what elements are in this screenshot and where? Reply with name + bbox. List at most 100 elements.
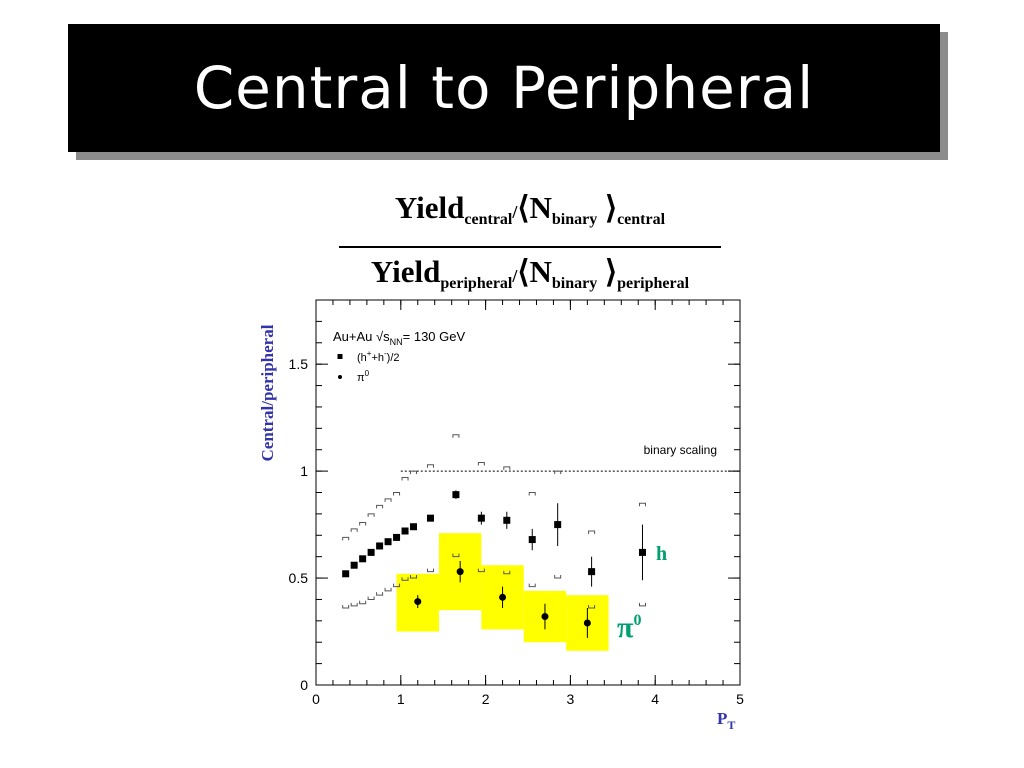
legend-hadrons-sup-a: + xyxy=(367,349,372,358)
hadron-systematic-brackets xyxy=(342,434,646,609)
denominator-bracket: ⟩ xyxy=(597,254,618,289)
hadron-point xyxy=(528,536,536,544)
denominator-bracket-sub: peripheral xyxy=(617,275,690,292)
systematic-bracket-lower xyxy=(426,568,434,573)
legend-square-marker xyxy=(337,354,343,359)
formula-fraction-bar xyxy=(339,246,721,248)
x-axis-label: PT xyxy=(717,709,735,732)
legend-hadrons-c: )/2 xyxy=(387,352,400,364)
systematic-bracket-lower xyxy=(393,583,401,588)
legend: Au+Au √sNN= 130 GeV (h++h-)/2 π0 xyxy=(333,329,465,384)
numerator-bracket: ⟩ xyxy=(597,190,618,225)
systematic-bracket-lower xyxy=(452,553,460,558)
binary-scaling-label: binary scaling xyxy=(644,443,717,457)
pi0-annotation: π0 xyxy=(617,611,641,644)
y-tick-label: 0 xyxy=(300,677,308,693)
hadron-point xyxy=(477,514,485,522)
hadron-point xyxy=(384,538,392,546)
hadron-point xyxy=(350,561,358,569)
legend-header: Au+Au √sNN= 130 GeV xyxy=(333,329,465,347)
x-tick-label: 2 xyxy=(482,691,490,707)
systematic-bracket-lower xyxy=(350,602,358,607)
systematic-bracket-lower xyxy=(359,600,367,605)
hadron-point xyxy=(342,570,350,578)
x-tick-label: 0 xyxy=(312,691,320,707)
pi0-point xyxy=(456,568,464,576)
systematic-bracket-upper xyxy=(376,504,384,509)
tick-labels: 0 1 2 3 4 5 0 0.5 1 1.5 xyxy=(289,356,745,707)
systematic-bracket-lower xyxy=(342,605,350,609)
hadron-point xyxy=(367,548,375,556)
numerator-yield-sub: central xyxy=(464,211,513,228)
x-tick-label: 5 xyxy=(736,691,744,707)
pi0-point xyxy=(541,613,549,621)
systematic-bracket-upper xyxy=(342,536,350,541)
systematic-bracket-upper xyxy=(350,528,358,532)
legend-entry-pi0: π0 xyxy=(357,369,370,384)
pi0-point xyxy=(583,619,591,627)
denominator-yield-sub: peripheral xyxy=(440,275,513,292)
legend-hadrons-sup-b: - xyxy=(384,349,387,358)
formula-denominator: Yieldperipheral/⟨Nbinary ⟩peripheral xyxy=(300,252,760,304)
systematic-bracket-upper xyxy=(452,434,460,438)
numerator-nbinary: ⟨N xyxy=(517,190,552,225)
systematic-bracket-lower xyxy=(367,596,375,600)
data-points xyxy=(342,491,646,627)
systematic-bracket-lower xyxy=(477,568,485,573)
y-tick-label: 0.5 xyxy=(289,570,309,586)
legend-header-prefix: Au+Au √s xyxy=(333,329,390,344)
pi0-annotation-symbol: π xyxy=(617,611,634,644)
numerator-yield: Yield xyxy=(394,190,465,225)
denominator-nbinary: ⟨N xyxy=(517,254,552,289)
hadron-point xyxy=(359,555,367,563)
systematic-bracket-upper xyxy=(359,521,367,526)
systematic-bracket-lower xyxy=(384,587,392,592)
systematic-bracket-upper xyxy=(528,492,536,496)
hadron-point xyxy=(554,521,562,529)
ratio-formula: Yieldcentral/⟨Nbinary ⟩central Yieldperi… xyxy=(300,188,760,304)
systematic-bracket-upper xyxy=(384,498,392,502)
denominator-slash: / xyxy=(512,266,518,286)
hadron-point xyxy=(588,568,596,576)
systematic-bracket-lower xyxy=(401,577,409,581)
systematic-bracket-lower xyxy=(503,570,511,575)
hadron-point xyxy=(638,548,646,556)
hadron-point xyxy=(401,527,409,535)
legend-entry-hadrons: (h++h-)/2 xyxy=(357,349,400,364)
hadron-point xyxy=(376,542,384,550)
hadron-annotation: h xyxy=(656,543,667,565)
hadron-point xyxy=(410,523,418,531)
systematic-bracket-upper xyxy=(638,502,646,507)
legend-pi0-a: π xyxy=(357,372,365,384)
x-tick-label: 3 xyxy=(567,691,575,707)
systematic-bracket-upper xyxy=(410,470,418,475)
y-tick-label: 1.5 xyxy=(289,356,309,372)
legend-hadrons-a: (h xyxy=(357,352,367,364)
hadron-point xyxy=(426,514,434,522)
denominator-nbinary-sub: binary xyxy=(551,275,598,292)
systematic-bracket-upper xyxy=(426,464,434,468)
systematic-bracket-upper xyxy=(477,462,485,466)
pi0-point xyxy=(499,593,507,601)
legend-hadrons-b: +h xyxy=(371,352,384,364)
hadron-point xyxy=(452,491,460,499)
y-axis-label: Central/peripheral xyxy=(258,324,277,461)
systematic-bracket-upper xyxy=(554,470,562,475)
hadron-point xyxy=(503,516,511,524)
pi0-point xyxy=(414,598,422,606)
systematic-bracket-lower xyxy=(528,583,536,588)
legend-header-sub: NN xyxy=(390,337,403,347)
systematic-bracket-lower xyxy=(554,575,562,579)
numerator-slash: / xyxy=(512,202,518,222)
x-axis-label-sub: T xyxy=(727,718,735,732)
systematic-bracket-upper xyxy=(588,530,596,534)
systematic-bracket-upper xyxy=(401,477,409,481)
systematic-bracket-lower xyxy=(410,575,418,579)
legend-circle-marker xyxy=(338,375,342,379)
systematic-bracket-upper xyxy=(503,466,511,470)
legend-header-suffix: = 130 GeV xyxy=(403,329,466,344)
systematic-bracket-lower xyxy=(638,602,646,607)
x-axis-label-main: P xyxy=(717,709,727,728)
hadron-point xyxy=(393,533,401,541)
